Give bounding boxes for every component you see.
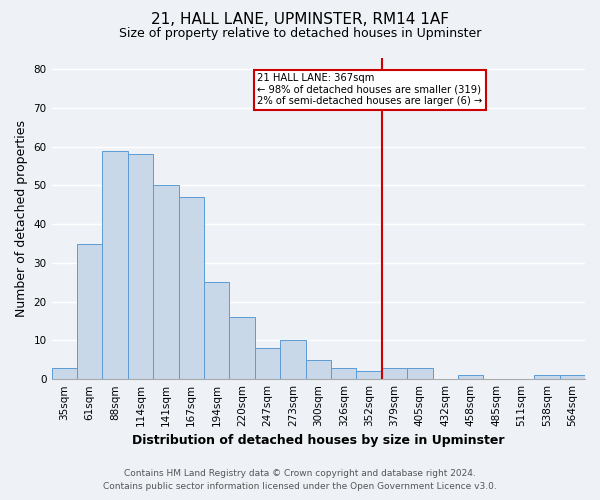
Bar <box>280 340 305 379</box>
Bar <box>560 376 585 379</box>
Bar <box>229 317 255 379</box>
Bar <box>458 376 484 379</box>
Bar <box>534 376 560 379</box>
Bar <box>255 348 280 379</box>
X-axis label: Distribution of detached houses by size in Upminster: Distribution of detached houses by size … <box>132 434 505 448</box>
Bar <box>128 154 153 379</box>
Y-axis label: Number of detached properties: Number of detached properties <box>15 120 28 317</box>
Text: Size of property relative to detached houses in Upminster: Size of property relative to detached ho… <box>119 28 481 40</box>
Text: 21 HALL LANE: 367sqm
← 98% of detached houses are smaller (319)
2% of semi-detac: 21 HALL LANE: 367sqm ← 98% of detached h… <box>257 73 482 106</box>
Bar <box>331 368 356 379</box>
Bar <box>52 368 77 379</box>
Bar <box>77 244 103 379</box>
Bar <box>356 372 382 379</box>
Bar <box>382 368 407 379</box>
Bar <box>407 368 433 379</box>
Text: 21, HALL LANE, UPMINSTER, RM14 1AF: 21, HALL LANE, UPMINSTER, RM14 1AF <box>151 12 449 28</box>
Bar <box>204 282 229 379</box>
Text: Contains HM Land Registry data © Crown copyright and database right 2024.
Contai: Contains HM Land Registry data © Crown c… <box>103 469 497 491</box>
Bar <box>103 150 128 379</box>
Bar <box>305 360 331 379</box>
Bar <box>153 186 179 379</box>
Bar <box>179 197 204 379</box>
